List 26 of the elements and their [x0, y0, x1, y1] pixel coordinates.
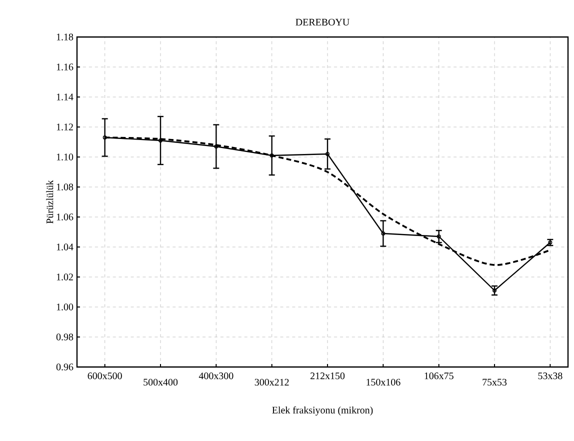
y-tick-label: 0.96 [56, 364, 74, 370]
y-tick-label: 1.10 [56, 154, 74, 160]
y-tick-label: 1.02 [56, 274, 73, 280]
y-tick-label: 1.08 [56, 184, 74, 190]
x-tick-label: 212x150 [310, 372, 345, 380]
x-tick-label: 300x212 [254, 378, 289, 386]
x-tick-label: 400x300 [198, 372, 234, 380]
chart-title: DEREBOYU [296, 18, 350, 26]
x-axis-title: Elek fraksiyonu (mikron) [272, 406, 373, 416]
y-tick-label: 1.00 [56, 304, 74, 310]
x-tick-label: 150x106 [366, 378, 400, 386]
y-tick-label: 1.04 [56, 244, 74, 250]
x-tick-label: 500x400 [144, 378, 178, 386]
point [436, 234, 441, 238]
y-tick-label: 1.14 [56, 94, 74, 100]
x-tick-label: 106x75 [424, 372, 454, 380]
y-axis-title: Pürüzlülük [46, 180, 54, 224]
point [492, 288, 497, 292]
y-tick-label: 1.16 [56, 64, 74, 70]
x-tick-label: 600x500 [88, 372, 122, 380]
y-tick-label: 1.06 [56, 214, 74, 220]
x-tick-label: 53x38 [538, 372, 562, 380]
y-tick-label: 1.12 [56, 124, 73, 130]
y-tick-label: 0.98 [56, 334, 74, 340]
y-tick-label: 1.18 [56, 34, 74, 40]
x-tick-label: 75x53 [482, 378, 507, 386]
